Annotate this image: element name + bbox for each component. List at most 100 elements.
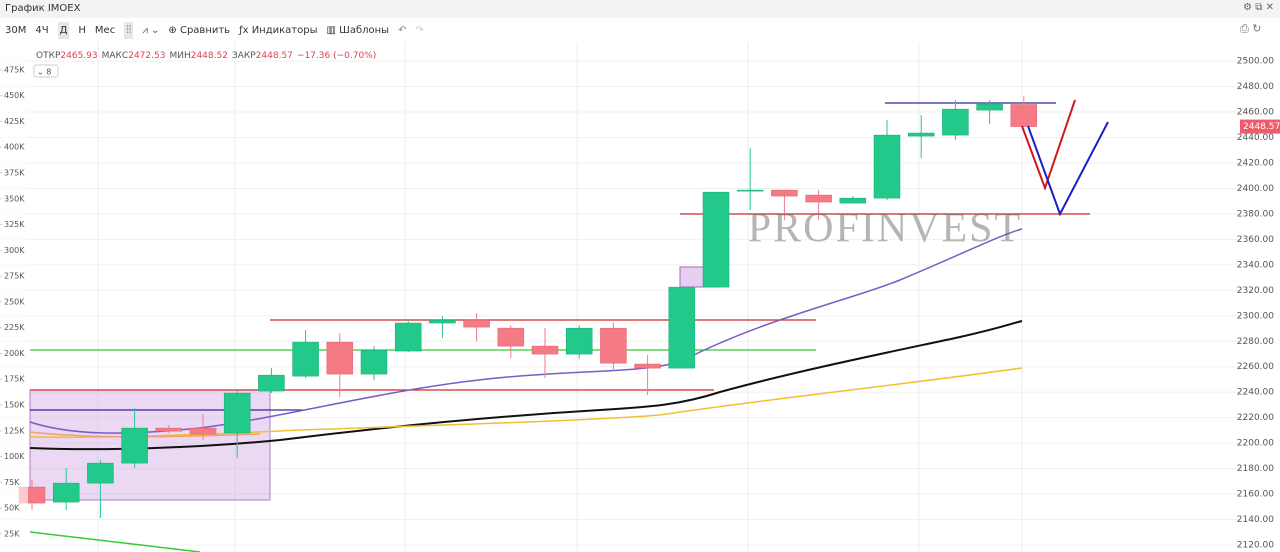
candle-body xyxy=(292,341,319,377)
y-tick-label: 2120.00 xyxy=(1237,540,1274,550)
ma-line xyxy=(29,431,261,438)
watermark: PROFINVEST xyxy=(748,206,1022,252)
legend-change: −17.36 (−0.70%) xyxy=(297,51,376,61)
legend-label: МИН xyxy=(169,51,190,61)
candle-body xyxy=(1010,104,1038,127)
y2-tick-label: 375K xyxy=(4,168,25,177)
candle-body xyxy=(52,482,80,503)
candle-body xyxy=(702,191,730,288)
candle-body xyxy=(771,189,798,197)
chevron: ⌄ xyxy=(37,67,46,76)
legend-value: 2465.93 xyxy=(60,51,97,61)
indicators-button[interactable]: ƒx Индикаторы xyxy=(239,24,318,36)
y-tick-label: 2260.00 xyxy=(1237,362,1274,372)
y2-tick-label: 100K xyxy=(4,452,25,461)
candle-body xyxy=(463,319,490,328)
candle-body xyxy=(87,462,114,484)
y2-tick-label: 50K xyxy=(4,504,20,513)
y-tick-label: 2180.00 xyxy=(1237,464,1274,474)
candle-body xyxy=(394,322,422,352)
y2-tick-label: 300K xyxy=(4,246,25,255)
y-tick-label: 2480.00 xyxy=(1237,82,1274,92)
templates-label: Шаблоны xyxy=(339,24,390,36)
legend-value: 2472.53 xyxy=(128,51,165,61)
y2-tick-label: 400K xyxy=(4,143,25,152)
candle-body xyxy=(258,374,285,392)
y-tick-label: 2280.00 xyxy=(1237,337,1274,347)
y2-tick-label: 75K xyxy=(4,478,20,487)
volume-axis xyxy=(0,42,28,552)
candles xyxy=(18,96,1038,519)
candle-body xyxy=(326,341,354,375)
legend-label: ОТКР xyxy=(36,51,61,61)
y-tick-label: 2420.00 xyxy=(1237,158,1274,168)
indicator-count: ⌄ 8 xyxy=(37,67,51,76)
interval[interactable]: Н xyxy=(78,24,86,36)
y2-tick-label: 450K xyxy=(4,91,25,100)
y2-tick-label: 250K xyxy=(4,297,25,306)
candle-body xyxy=(223,392,251,434)
legend-value: 2448.52 xyxy=(191,51,228,61)
window-title: График IMOEX xyxy=(5,3,81,14)
candle-body xyxy=(531,345,559,355)
y-tick-label: 2380.00 xyxy=(1237,209,1274,219)
candle-body xyxy=(600,327,627,364)
window-controls[interactable]: ⚙ ⧉ ✕ xyxy=(1243,2,1274,13)
candle-body xyxy=(873,134,901,199)
y2-tick-label: 475K xyxy=(4,65,25,74)
legend-label: МАКС xyxy=(102,51,129,61)
moving-averages xyxy=(29,228,1023,552)
ohlc-legend: ОТКР2465.93 МАКС2472.53 МИН2448.52 ЗАКР2448… xyxy=(36,51,376,61)
y-tick-label: 2440.00 xyxy=(1237,133,1274,143)
templates-button[interactable]: ▥ Шаблоны xyxy=(326,24,390,36)
ma-line xyxy=(29,228,1023,434)
candle-body xyxy=(189,427,217,435)
y-tick-label: 2500.00 xyxy=(1237,57,1274,67)
chart-style-button[interactable]: ⩘ ⌄ xyxy=(142,24,160,36)
interval[interactable]: 4Ч xyxy=(35,24,49,36)
candle-body xyxy=(736,189,764,192)
y-tick-label: 2320.00 xyxy=(1237,286,1274,296)
y-tick-label: 2360.00 xyxy=(1237,235,1274,245)
interval[interactable]: Мес xyxy=(94,24,116,36)
y2-tick-label: 175K xyxy=(4,375,25,384)
indicator-count-value: 8 xyxy=(46,67,51,76)
candle-body xyxy=(907,132,935,137)
screenshot-button[interactable]: ⎙ ↻ xyxy=(1240,22,1262,35)
arrow xyxy=(1027,121,1109,217)
ma-line xyxy=(29,320,1023,451)
y2-tick-label: 425K xyxy=(4,117,25,126)
y2-tick-label: 25K xyxy=(4,529,20,538)
y-tick-label: 2340.00 xyxy=(1237,260,1274,270)
candle-body xyxy=(942,108,969,136)
indicator-toggle[interactable] xyxy=(33,64,59,78)
candle-body xyxy=(155,427,183,432)
compare-button[interactable]: ⊕ Сравнить xyxy=(168,24,231,36)
last-price-label: 2448.57 xyxy=(1243,122,1280,132)
chart-type-button[interactable]: ⫶⫶ xyxy=(124,21,134,39)
toolbar: 30M 4Ч Д Н Мес ⫶⫶ ⩘ ⌄ ⊕ Сравнить ƒx Инди… xyxy=(0,18,1280,42)
y-tick-label: 2300.00 xyxy=(1237,311,1274,321)
interval[interactable]: 30M xyxy=(5,24,27,36)
candle-body xyxy=(668,286,696,369)
y2-tick-label: 225K xyxy=(4,323,25,332)
candle-body xyxy=(497,327,525,347)
y-tick-label: 2220.00 xyxy=(1237,413,1274,423)
y2-tick-label: 150K xyxy=(4,401,25,410)
undo-button[interactable]: ↶ xyxy=(398,24,407,36)
legend-value: 2448.57 xyxy=(256,51,293,61)
price-axis xyxy=(1240,42,1280,552)
candle-body xyxy=(634,363,661,369)
y-tick-label: 2140.00 xyxy=(1237,515,1274,525)
y-tick-label: 2240.00 xyxy=(1237,388,1274,398)
last-price-box xyxy=(1240,119,1280,134)
y-tick-label: 2200.00 xyxy=(1237,439,1274,449)
candle-body xyxy=(976,103,1003,111)
interval[interactable]: Д xyxy=(57,21,70,39)
candle-body xyxy=(429,319,456,324)
y2-tick-label: 350K xyxy=(4,194,25,203)
ma-line xyxy=(29,367,1023,438)
redo-button[interactable]: ↷ xyxy=(415,24,424,36)
